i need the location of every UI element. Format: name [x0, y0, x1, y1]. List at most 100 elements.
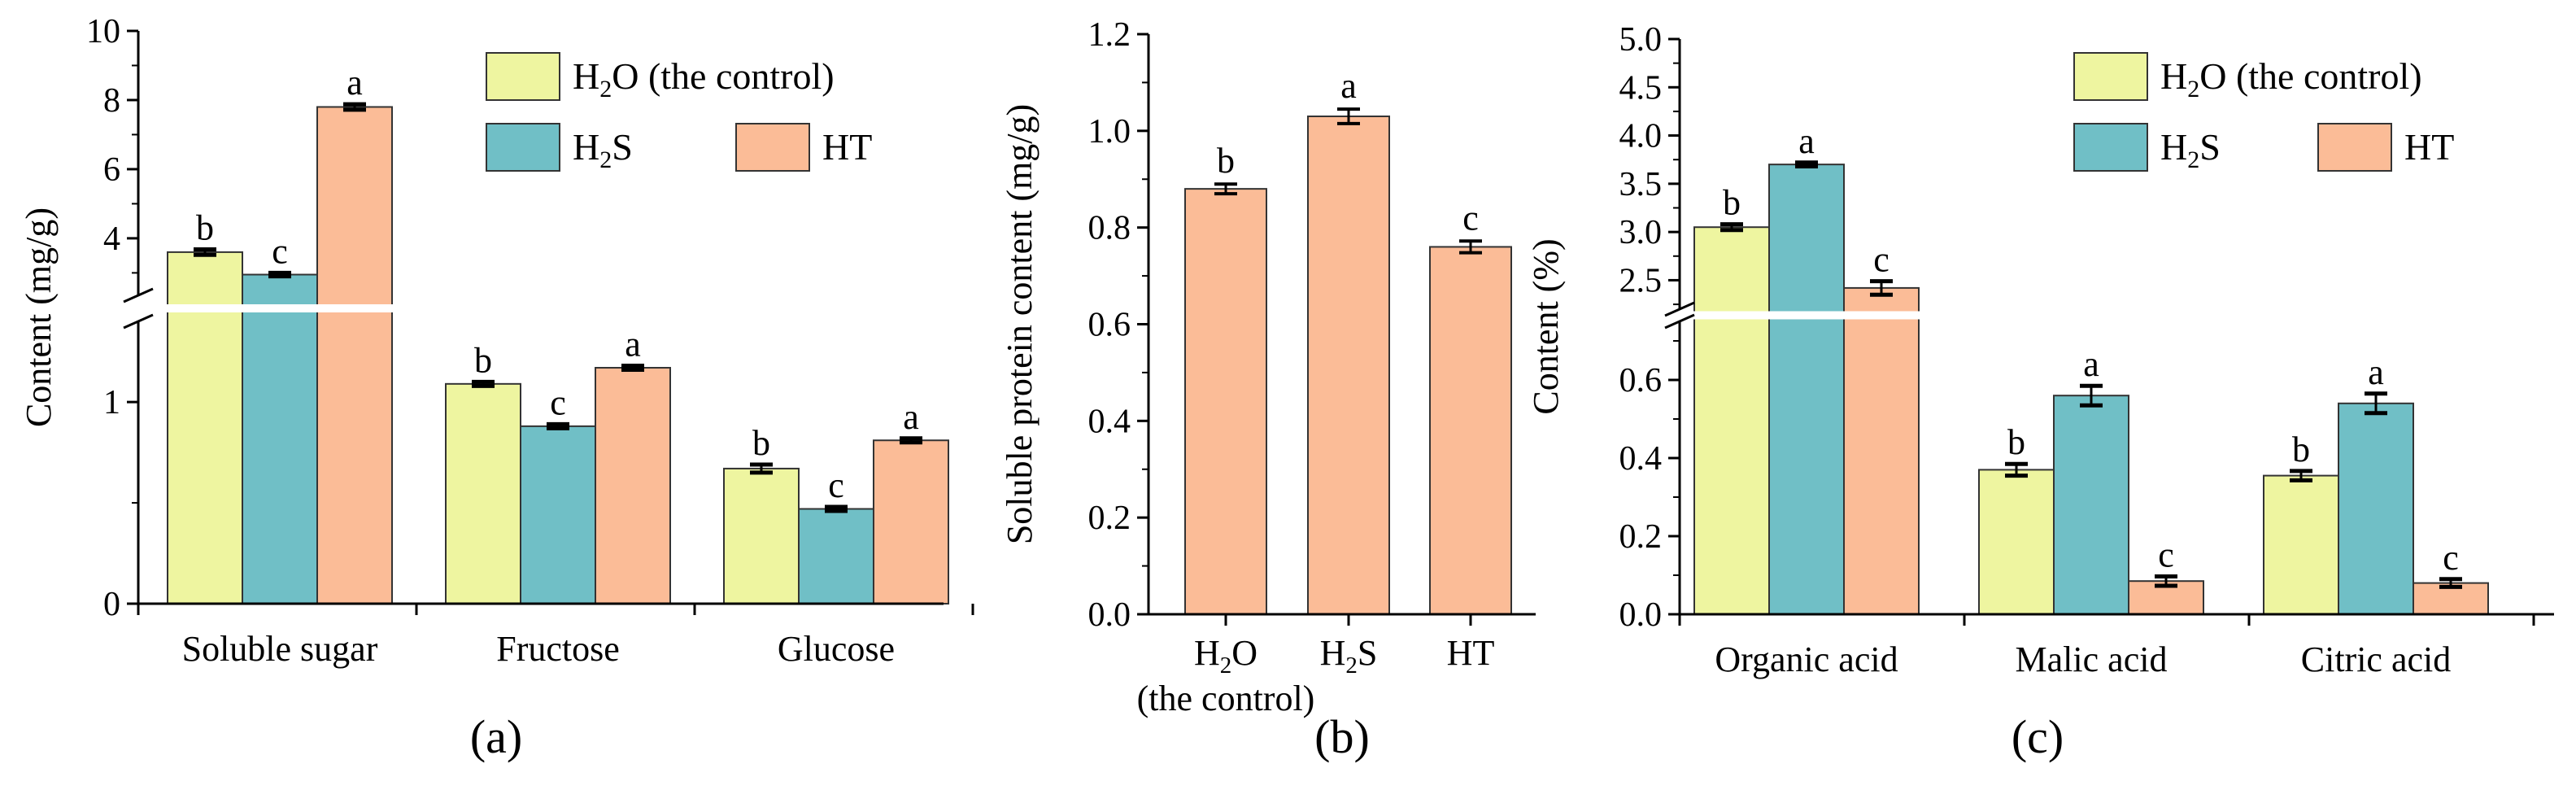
category-label: Organic acid	[1715, 639, 1898, 679]
legend-label: HT	[822, 126, 872, 168]
bar-c-0-1	[1768, 164, 1845, 615]
axis-break-mark	[123, 313, 154, 330]
panel-label: (c)	[2012, 710, 2064, 763]
y-tick-label: 1.2	[1088, 16, 1131, 54]
significance-letter: b	[1217, 141, 1235, 181]
legend: H2O (the control) H2S HT	[486, 52, 872, 173]
category-label: H2S	[1320, 633, 1378, 679]
significance-letter: b	[196, 207, 214, 247]
legend-label: H2S	[2160, 126, 2221, 173]
legend-label: HT	[2404, 126, 2454, 168]
y-tick-label: 0.2	[1619, 518, 1663, 556]
significance-letter: c	[2158, 535, 2174, 574]
bar-a-2-0	[723, 467, 800, 605]
bar-c-1-0	[1978, 469, 2055, 616]
y-tick-label: 4	[103, 220, 120, 258]
category-label: Glucose	[778, 629, 895, 669]
bar-a-0-1	[242, 273, 318, 605]
panel-a-chart: b c a Soluble sugar b c a Fructose b c a Glucose 0 1 4…	[19, 13, 974, 763]
y-tick-label: 0.4	[1619, 440, 1663, 478]
category-label: Citric acid	[2301, 639, 2452, 679]
bar-a-2-2	[873, 439, 949, 605]
panel-c-chart: b a c Organic acid b a c Malic acid b a c Citric ac…	[1526, 21, 2554, 763]
legend: H2O (the control) H2S HT	[2073, 52, 2454, 173]
y-tick-label: 0.4	[1088, 403, 1131, 440]
significance-letter: c	[2443, 538, 2459, 578]
category-label: H2O	[1194, 633, 1257, 679]
bar-c-1-1	[2053, 395, 2129, 615]
significance-letter: a	[2083, 344, 2099, 384]
bar-a-1-0	[445, 382, 521, 605]
significance-letter: b	[2007, 422, 2025, 462]
y-tick-label: 10	[86, 13, 120, 50]
significance-letter: a	[2368, 352, 2384, 392]
y-tick-label: 4.0	[1619, 118, 1663, 155]
y-tick-label: 5.0	[1619, 21, 1663, 59]
legend-swatch	[2073, 123, 2148, 172]
bar-b-0	[1184, 188, 1267, 615]
category-label: Malic acid	[2016, 639, 2168, 679]
legend-swatch	[735, 123, 810, 172]
y-tick-label: 0.0	[1088, 596, 1131, 634]
significance-letter: c	[1873, 240, 1890, 280]
category-label: Fructose	[496, 629, 620, 669]
bar-b-1	[1307, 116, 1390, 615]
y-axis-title: Content (mg/g)	[19, 207, 59, 427]
significance-letter: c	[828, 465, 844, 505]
legend-swatch	[2073, 52, 2148, 101]
y-tick-label: 0.8	[1088, 210, 1131, 247]
y-tick-label: 2.5	[1619, 262, 1663, 299]
bar-a-0-2	[316, 106, 393, 605]
significance-letter: c	[550, 382, 566, 422]
axis-break-mark	[123, 287, 154, 303]
y-tick-label: 0.6	[1619, 362, 1663, 399]
category-label-line2: (the control)	[1137, 679, 1315, 718]
axis-break-mark	[1664, 313, 1695, 330]
y-tick-label: 0	[103, 586, 120, 623]
significance-letter: a	[1798, 121, 1815, 161]
y-axis-title: Content (%)	[1526, 238, 1566, 414]
y-tick-label: 0.2	[1088, 500, 1131, 537]
bar-c-2-1	[2338, 402, 2414, 615]
y-tick-label: 3.0	[1619, 214, 1663, 251]
significance-letter: c	[272, 231, 288, 271]
significance-letter: c	[1462, 198, 1479, 238]
axis-break-gap	[122, 304, 944, 312]
significance-letter: a	[347, 63, 363, 103]
significance-letter: a	[903, 397, 919, 437]
legend-swatch	[2317, 123, 2392, 172]
category-label: Soluble sugar	[182, 629, 378, 669]
category-label: HT	[1447, 633, 1495, 673]
bar-c-2-0	[2263, 474, 2339, 615]
bar-c-0-0	[1693, 226, 1770, 615]
y-tick-label: 8	[103, 82, 120, 120]
legend-swatch	[486, 52, 560, 101]
bar-c-0-2	[1843, 286, 1920, 615]
bar-a-1-2	[595, 367, 671, 605]
significance-letter: b	[752, 423, 770, 463]
y-tick-label: 1	[103, 384, 120, 421]
y-tick-label: 0.0	[1619, 596, 1663, 634]
y-tick-label: 1.0	[1088, 113, 1131, 151]
y-tick-label: 6	[103, 151, 120, 189]
bar-a-1-1	[520, 425, 596, 605]
significance-letter: b	[474, 340, 492, 380]
panel-b-chart: b H2O(the control) a H2S c HT 0.0 0.2 0.4 0.6 0.8 1…	[1000, 16, 1536, 763]
legend-label: H2O (the control)	[2160, 55, 2422, 103]
bar-a-2-1	[798, 508, 874, 605]
significance-letter: b	[1723, 183, 1741, 223]
legend-label: H2S	[573, 126, 633, 173]
panel-label: (a)	[470, 710, 522, 763]
legend-label: H2O (the control)	[573, 55, 835, 103]
bar-b-2	[1429, 246, 1512, 615]
significance-letter: b	[2292, 430, 2310, 469]
significance-letter: a	[1340, 66, 1357, 106]
y-tick-label: 0.6	[1088, 307, 1131, 344]
axis-break-gap	[1663, 311, 2554, 320]
panel-label: (b)	[1314, 710, 1370, 763]
y-axis-title: Soluble protein content (mg/g)	[1000, 104, 1040, 544]
y-tick-label: 3.5	[1619, 166, 1663, 203]
y-tick-label: 4.5	[1619, 69, 1663, 107]
axis-break-mark	[1664, 301, 1695, 317]
significance-letter: a	[625, 325, 641, 364]
